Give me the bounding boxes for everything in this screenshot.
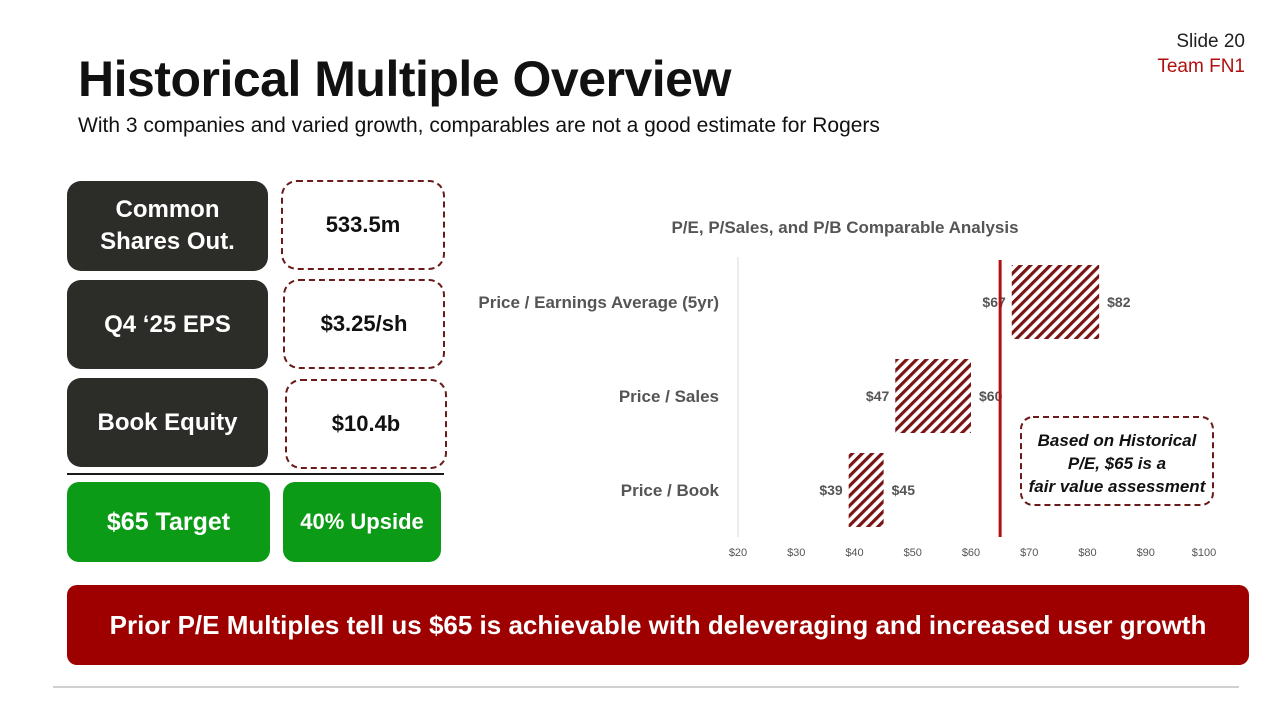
x-tick-label: $70 xyxy=(1020,547,1038,559)
team-label: Team FN1 xyxy=(1157,56,1245,77)
valuation-chart: P/E, P/Sales, and P/B Comparable Analysi… xyxy=(460,200,1240,580)
chart-svg: P/E, P/Sales, and P/B Comparable Analysi… xyxy=(478,218,1216,559)
metrics-divider xyxy=(67,473,444,475)
x-tick-label: $40 xyxy=(845,547,863,559)
category-label: Price / Earnings Average (5yr) xyxy=(478,293,719,312)
x-tick-label: $60 xyxy=(962,547,980,559)
annotation-box xyxy=(1020,416,1214,506)
page-subtitle: With 3 companies and varied growth, comp… xyxy=(78,114,880,137)
category-label: Price / Book xyxy=(621,481,720,500)
x-tick-label: $30 xyxy=(787,547,805,559)
metric-eps-label: Q4 ‘25 EPS xyxy=(67,280,268,369)
metric-shares-label: Common Shares Out. xyxy=(67,181,268,271)
chart-title: P/E, P/Sales, and P/B Comparable Analysi… xyxy=(671,218,1018,237)
metric-equity-label: Book Equity xyxy=(67,378,268,467)
range-bar xyxy=(848,453,884,527)
conclusion-banner: Prior P/E Multiples tell us $65 is achie… xyxy=(67,585,1249,665)
range-high-label: $45 xyxy=(892,482,916,498)
x-tick-label: $80 xyxy=(1078,547,1096,559)
slide-number: Slide 20 xyxy=(1176,31,1245,52)
x-tick-label: $20 xyxy=(729,547,747,559)
page-title: Historical Multiple Overview xyxy=(78,51,731,107)
range-bar xyxy=(1011,265,1100,339)
metric-eps-value: $3.25/sh xyxy=(283,279,445,369)
annotation-text: Based on Historical P/E, $65 is a fair val… xyxy=(1029,431,1207,496)
range-low-label: $67 xyxy=(982,294,1006,310)
range-low-label: $39 xyxy=(819,482,843,498)
metric-shares-value: 533.5m xyxy=(281,180,445,270)
range-high-label: $60 xyxy=(979,388,1003,404)
bottom-rule xyxy=(53,686,1239,688)
range-low-label: $47 xyxy=(866,388,890,404)
x-tick-label: $50 xyxy=(904,547,922,559)
x-tick-label: $90 xyxy=(1137,547,1155,559)
x-tick-label: $100 xyxy=(1192,547,1216,559)
upside-badge: 40% Upside xyxy=(283,482,441,562)
range-high-label: $82 xyxy=(1107,294,1131,310)
category-label: Price / Sales xyxy=(619,387,719,406)
metric-equity-value: $10.4b xyxy=(285,379,447,469)
target-badge: $65 Target xyxy=(67,482,270,562)
range-bar xyxy=(895,359,971,433)
